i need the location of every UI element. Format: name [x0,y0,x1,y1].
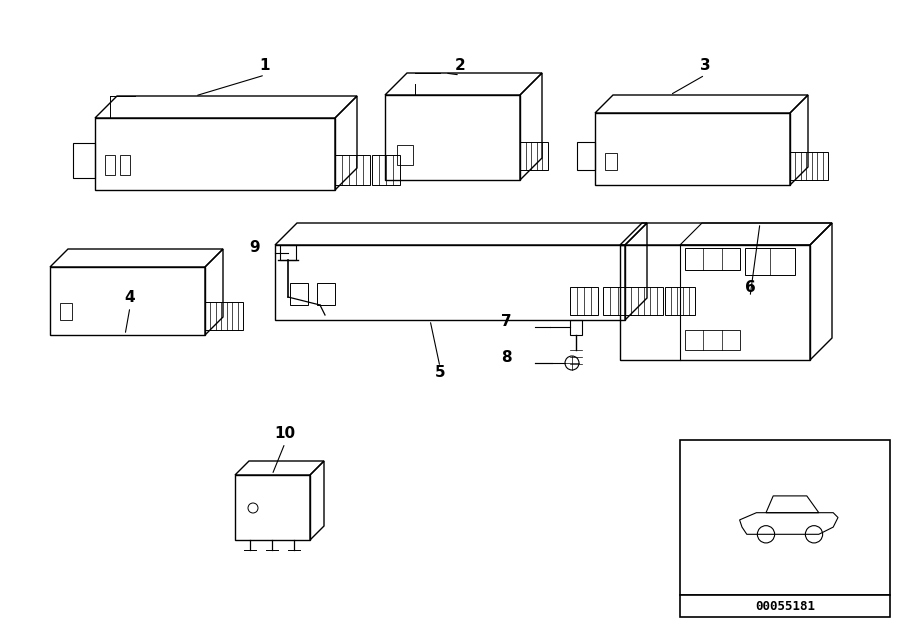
Text: 4: 4 [125,290,135,305]
Text: 6: 6 [744,280,755,295]
Text: 3: 3 [699,58,710,73]
Text: 8: 8 [501,350,512,365]
Bar [680,440,890,595]
Text: 9: 9 [249,240,260,255]
Text: 2: 2 [454,58,465,73]
Text: 7: 7 [501,314,512,329]
Bar [680,595,890,617]
Text: 5: 5 [435,365,446,380]
Text: 10: 10 [274,426,295,441]
Text: 1: 1 [260,58,270,73]
Text: 00055181: 00055181 [755,599,815,613]
